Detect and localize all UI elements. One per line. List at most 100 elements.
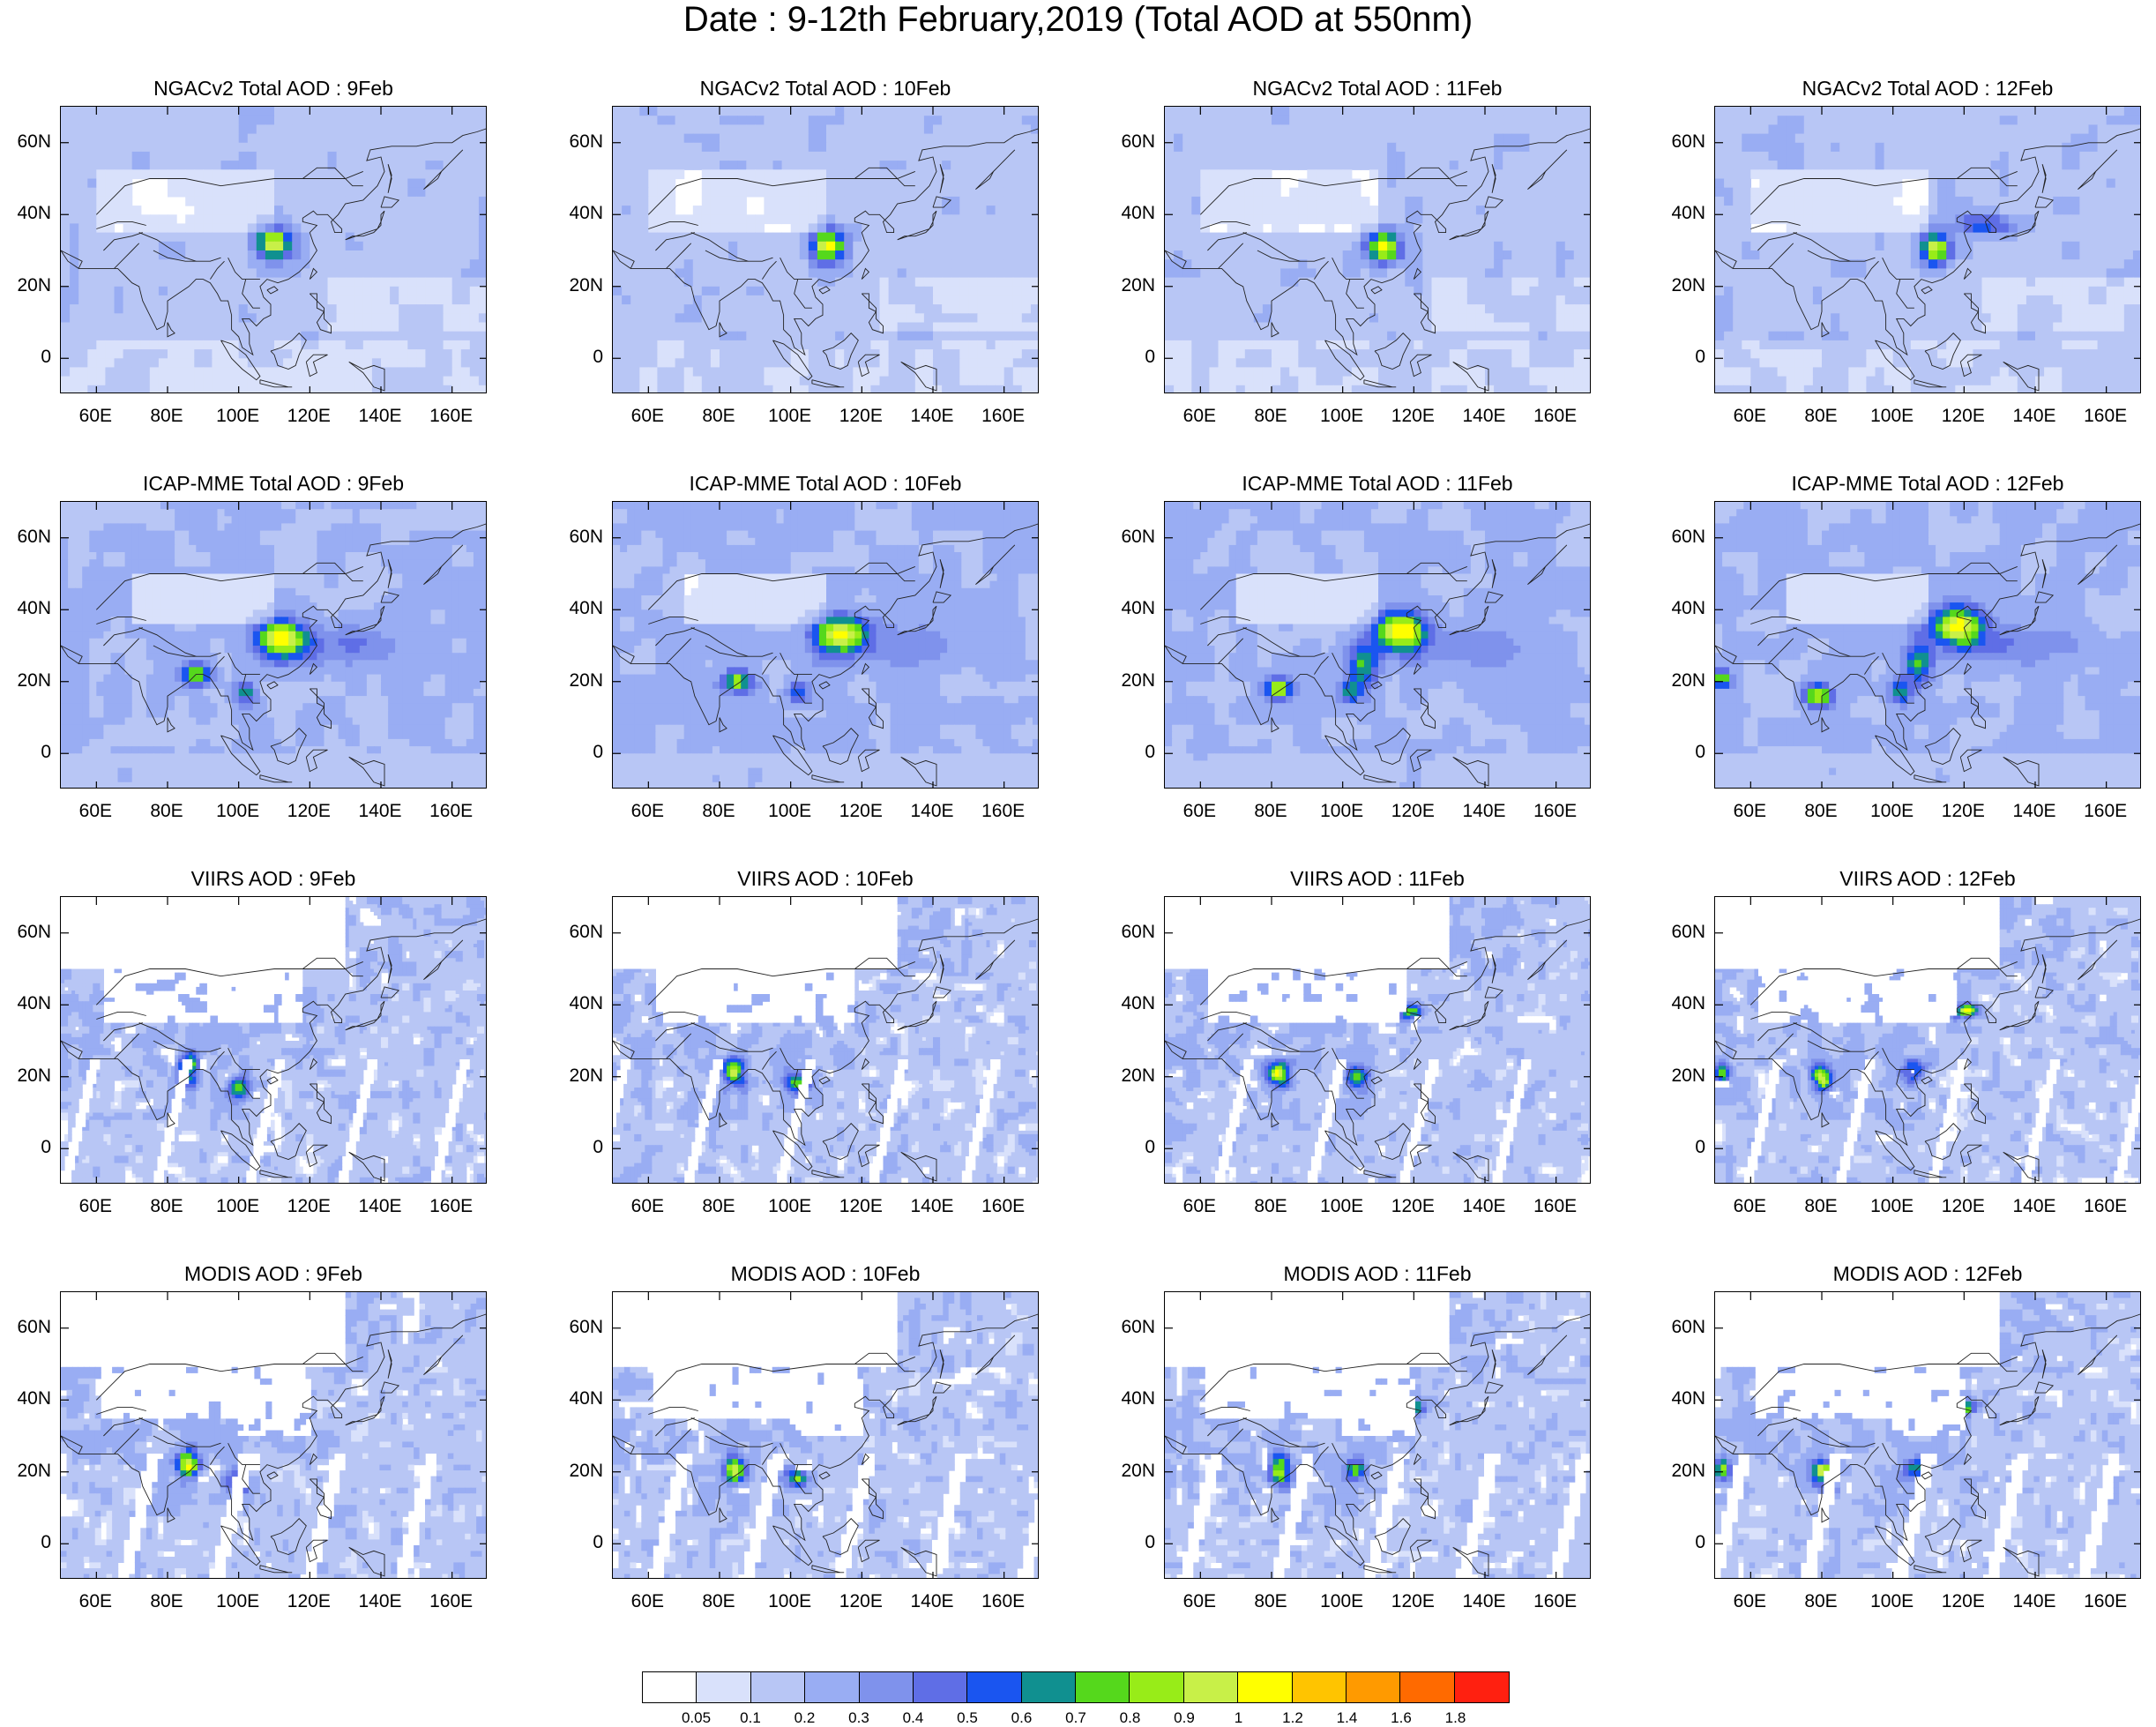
colorbar-label: 0.6 <box>996 1709 1048 1727</box>
panel-title: MODIS AOD : 12Feb <box>1654 1261 2156 1286</box>
y-tick-label: 40N <box>569 598 603 619</box>
map-frame <box>1164 1291 1591 1579</box>
aod-map <box>1715 107 2140 392</box>
colorbar-swatch <box>1238 1672 1293 1702</box>
x-tick-label: 140E <box>901 1591 963 1612</box>
map-frame <box>612 106 1039 393</box>
aod-field <box>61 107 486 392</box>
y-tick-label: 40N <box>1121 598 1155 619</box>
x-tick-label: 60E <box>64 1196 126 1217</box>
colorbar-label: 1.4 <box>1321 1709 1374 1727</box>
x-tick-label: 160E <box>973 1196 1034 1217</box>
aod-map <box>1715 1292 2140 1578</box>
x-tick-label: 60E <box>616 1196 678 1217</box>
y-tick-label: 0 <box>1145 1532 1155 1553</box>
map-frame <box>612 1291 1039 1579</box>
tick-marks <box>61 502 486 788</box>
x-tick-label: 120E <box>830 801 891 822</box>
tick-marks <box>61 1292 486 1578</box>
map-frame <box>1164 106 1591 393</box>
y-tick-label: 0 <box>41 1532 51 1553</box>
y-tick-label: 40N <box>1121 1388 1155 1409</box>
x-tick-label: 160E <box>421 406 482 427</box>
coastlines <box>1715 918 2140 1182</box>
y-tick-label: 0 <box>41 347 51 368</box>
colorbar-swatch <box>805 1672 860 1702</box>
y-tick-label: 0 <box>1695 1137 1705 1158</box>
aod-map <box>1165 107 1590 392</box>
x-tick-label: 60E <box>64 406 126 427</box>
y-tick-label: 0 <box>1145 1137 1155 1158</box>
y-tick-label: 60N <box>569 131 603 153</box>
map-frame <box>1164 501 1591 789</box>
coastlines <box>61 1313 486 1577</box>
y-tick-label: 0 <box>593 1137 603 1158</box>
colorbar-swatch <box>1021 1672 1076 1702</box>
panel-title: VIIRS AOD : 12Feb <box>1654 866 2156 891</box>
colorbar-swatch <box>643 1672 698 1702</box>
map-panel: MODIS AOD : 10Feb 60N 40N 20N 0 60E 80E 100E 120… <box>552 1261 1099 1641</box>
y-tick-label: 20N <box>1121 1461 1155 1482</box>
x-tick-label: 140E <box>349 406 411 427</box>
colorbar-label: 0.3 <box>832 1709 885 1727</box>
x-tick-label: 80E <box>1240 801 1302 822</box>
tick-marks <box>1715 897 2140 1183</box>
x-tick-label: 60E <box>1719 406 1780 427</box>
x-tick-label: 140E <box>349 801 411 822</box>
y-tick-label: 60N <box>17 1317 51 1338</box>
y-tick-label: 0 <box>1695 1532 1705 1553</box>
panel-title: NGACv2 Total AOD : 10Feb <box>552 76 1099 101</box>
x-tick-label: 120E <box>830 1196 891 1217</box>
aod-field <box>1715 502 2140 788</box>
aod-field <box>1165 897 1590 1183</box>
map-panel: NGACv2 Total AOD : 10Feb 60N 40N 20N 0 60E 80E… <box>552 76 1099 455</box>
map-panel: MODIS AOD : 11Feb 60N 40N 20N 0 60E 80E 100E 120… <box>1104 1261 1651 1641</box>
x-tick-label: 80E <box>688 406 750 427</box>
x-tick-label: 100E <box>759 1591 821 1612</box>
y-tick-label: 40N <box>1121 993 1155 1014</box>
x-tick-label: 100E <box>207 1196 269 1217</box>
map-panel: NGACv2 Total AOD : 9Feb 60N 40N 20N 0 60E 80E 1… <box>0 76 547 455</box>
coastlines <box>61 918 486 1182</box>
x-tick-label: 60E <box>616 1591 678 1612</box>
tick-marks <box>1165 897 1590 1183</box>
map-frame <box>1714 1291 2141 1579</box>
coastlines <box>1165 523 1590 787</box>
x-tick-label: 80E <box>1790 1196 1852 1217</box>
x-tick-label: 100E <box>207 1591 269 1612</box>
panel-title: VIIRS AOD : 9Feb <box>0 866 547 891</box>
y-tick-label: 60N <box>569 1317 603 1338</box>
map-panel: MODIS AOD : 12Feb 60N 40N 20N 0 60E 80E 100E 120… <box>1654 1261 2156 1641</box>
y-tick-label: 20N <box>1671 275 1705 296</box>
x-tick-label: 120E <box>1382 1196 1444 1217</box>
y-tick-label: 60N <box>1121 527 1155 548</box>
map-panel: ICAP-MME Total AOD : 9Feb 60N 40N 20N 0 60E 80… <box>0 471 547 850</box>
x-tick-label: 120E <box>278 801 339 822</box>
x-tick-label: 160E <box>973 1591 1034 1612</box>
x-tick-label: 100E <box>759 801 821 822</box>
figure-title: Date : 9-12th February,2019 (Total AOD a… <box>0 0 2156 42</box>
y-tick-label: 40N <box>17 598 51 619</box>
colorbar-label: 0.5 <box>941 1709 994 1727</box>
x-tick-label: 140E <box>1453 406 1515 427</box>
panel-title: ICAP-MME Total AOD : 9Feb <box>0 471 547 496</box>
y-tick-label: 0 <box>593 347 603 368</box>
x-tick-label: 160E <box>421 1196 482 1217</box>
tick-marks <box>613 502 1038 788</box>
x-tick-label: 80E <box>136 1196 198 1217</box>
aod-field <box>61 1292 486 1578</box>
coastlines <box>1165 918 1590 1182</box>
x-tick-label: 60E <box>1719 1591 1780 1612</box>
y-tick-label: 40N <box>1671 598 1705 619</box>
tick-marks <box>613 897 1038 1183</box>
x-tick-label: 140E <box>1453 1591 1515 1612</box>
y-tick-label: 60N <box>17 131 51 153</box>
panel-title: MODIS AOD : 11Feb <box>1104 1261 1651 1286</box>
x-tick-label: 160E <box>973 406 1034 427</box>
map-frame <box>612 896 1039 1184</box>
aod-map <box>1165 502 1590 788</box>
x-tick-label: 80E <box>1240 1196 1302 1217</box>
x-tick-label: 80E <box>1240 1591 1302 1612</box>
map-panel: ICAP-MME Total AOD : 11Feb 60N 40N 20N 0 60E 8… <box>1104 471 1651 850</box>
x-tick-label: 100E <box>1861 1591 1923 1612</box>
